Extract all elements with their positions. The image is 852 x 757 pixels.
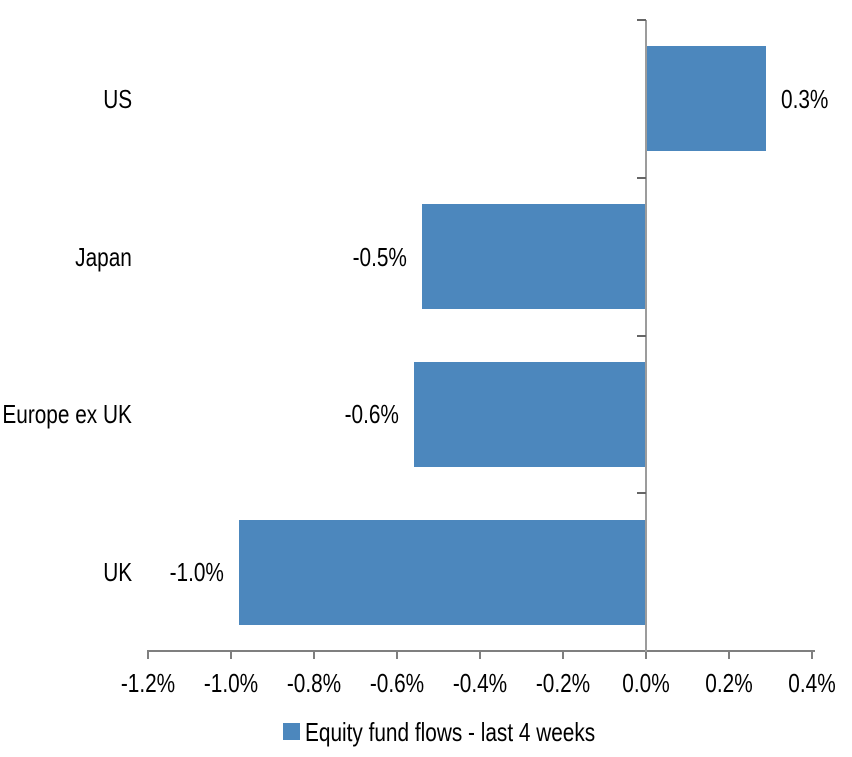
x-axis-tick [479, 652, 481, 659]
x-axis-tick-label: 0.2% [705, 668, 753, 698]
data-label: -0.5% [352, 241, 407, 272]
bar-japan[interactable] [421, 204, 646, 310]
x-axis-tick [728, 652, 730, 659]
x-axis-line [147, 650, 815, 652]
x-axis-tick-label: -0.8% [286, 668, 342, 698]
x-axis-tick-label: 0.4% [788, 668, 836, 698]
x-axis-tick-label: -1.0% [203, 668, 259, 698]
category-label: UK [103, 557, 132, 588]
legend-marker-square [283, 723, 300, 740]
x-axis-tick-label: 0.0% [622, 668, 670, 698]
category-axis-tick [637, 176, 646, 179]
category-label: Europe ex UK [2, 399, 133, 430]
x-axis-tick [230, 652, 232, 659]
x-axis-tick [811, 652, 813, 659]
x-axis-tick-label: -0.2% [535, 668, 591, 698]
bar-uk[interactable] [239, 519, 646, 625]
x-axis-tick [313, 652, 315, 659]
data-label: -1.0% [169, 557, 225, 588]
data-label: 0.3% [781, 83, 829, 114]
zero-axis-line [645, 20, 647, 652]
x-axis-tick-label: -0.6% [369, 668, 425, 698]
x-axis-tick [147, 652, 149, 659]
x-axis-tick [645, 652, 647, 659]
x-axis-tick [396, 652, 398, 659]
category-axis-tick [637, 334, 646, 337]
data-label: -0.6% [344, 399, 399, 430]
bar-us[interactable] [646, 46, 767, 152]
legend-label: Equity fund flows - last 4 weeks [305, 717, 596, 747]
category-axis-tick [637, 19, 646, 21]
category-label: US [103, 83, 132, 114]
x-axis-tick [562, 652, 564, 659]
category-label: Japan [75, 241, 132, 272]
x-axis-tick-label: -0.4% [452, 668, 508, 698]
category-axis-tick [637, 492, 646, 495]
bar-europe-ex-uk[interactable] [413, 361, 646, 467]
x-axis-tick-label: -1.2% [120, 668, 176, 698]
